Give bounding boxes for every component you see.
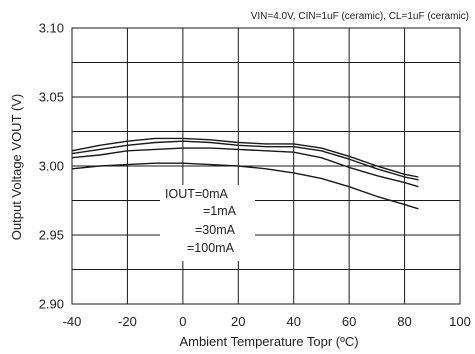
x-tick-label: 20 (231, 314, 245, 329)
legend: IOUT=0mA =1mA =30mA =100mA (160, 185, 255, 261)
y-tick-label: 3.10 (39, 21, 64, 36)
series-lines (71, 137, 419, 210)
x-tick-label: 80 (397, 314, 411, 329)
x-tick-label: -20 (118, 314, 137, 329)
series-line (71, 162, 419, 210)
legend-label: =100mA (187, 241, 235, 255)
x-tick-label: 0 (179, 314, 186, 329)
y-tick-label: 2.90 (39, 297, 64, 312)
x-tick-label: 100 (449, 314, 471, 329)
x-axis-title: Ambient Temperature Topr (ºC) (179, 334, 358, 349)
chart-subtitle: VIN=4.0V, CIN=1uF (ceramic), CL=1uF (cer… (251, 11, 469, 22)
grid (72, 28, 460, 304)
legend-label: IOUT=0mA (165, 187, 229, 201)
legend-label: =1mA (203, 204, 237, 218)
legend-box (160, 185, 255, 261)
y-tick-label: 3.05 (39, 90, 64, 105)
y-axis-title: Output Voltage VOUT (V) (9, 94, 24, 240)
series-line (71, 137, 419, 178)
series-line (71, 140, 419, 181)
x-axis-ticks: -40 -20 0 20 40 60 80 100 (63, 314, 471, 329)
y-tick-label: 3.00 (39, 159, 64, 174)
x-tick-label: 60 (342, 314, 356, 329)
series-line (71, 147, 419, 188)
x-tick-label: -40 (63, 314, 82, 329)
plot-frame (71, 27, 461, 305)
x-tick-label: 40 (286, 314, 300, 329)
legend-label: =30mA (195, 223, 236, 237)
y-tick-label: 2.95 (39, 228, 64, 243)
y-axis-ticks: 2.90 2.95 3.00 3.05 3.10 (39, 21, 64, 312)
